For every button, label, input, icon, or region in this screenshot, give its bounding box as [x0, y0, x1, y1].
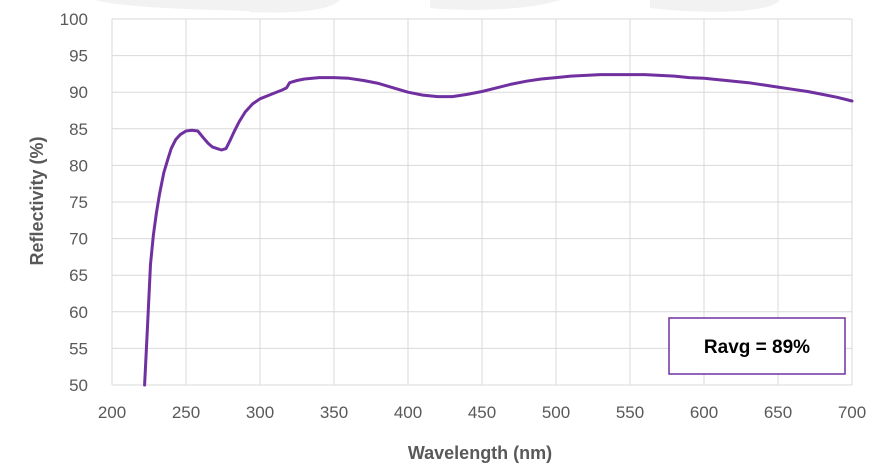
background-watermark	[95, 0, 780, 13]
x-axis-title: Wavelength (nm)	[408, 443, 552, 463]
y-tick-label: 60	[69, 303, 88, 322]
y-tick-label: 75	[69, 193, 88, 212]
annotation-box: Ravg = 89%	[668, 317, 846, 375]
x-tick-label: 300	[246, 403, 274, 422]
y-tick-label: 85	[69, 120, 88, 139]
x-tick-label: 350	[320, 403, 348, 422]
y-tick-labels: 50 55 60 65 70 75 80 85 90 95 100	[60, 10, 88, 395]
y-tick-label: 50	[69, 376, 88, 395]
annotation-text: Ravg = 89%	[704, 337, 810, 358]
y-tick-label: 70	[69, 230, 88, 249]
reflectivity-line	[143, 73, 854, 387]
y-axis-title: Reflectivity (%)	[27, 136, 47, 265]
y-tick-label: 65	[69, 266, 88, 285]
x-tick-label: 600	[690, 403, 718, 422]
x-tick-label: 450	[468, 403, 496, 422]
x-tick-label: 200	[98, 403, 126, 422]
x-tick-label: 250	[172, 403, 200, 422]
y-tick-label: 100	[60, 10, 88, 29]
gridlines	[111, 18, 853, 386]
y-tick-label: 55	[69, 339, 88, 358]
x-tick-label: 400	[394, 403, 422, 422]
x-tick-label: 550	[616, 403, 644, 422]
y-tick-label: 90	[69, 83, 88, 102]
y-tick-label: 95	[69, 47, 88, 66]
x-tick-label: 650	[764, 403, 792, 422]
x-tick-label: 700	[838, 403, 866, 422]
x-tick-label: 500	[542, 403, 570, 422]
y-tick-label: 80	[69, 156, 88, 175]
x-tick-labels: 200 250 300 350 400 450 500 550 600 650 700	[98, 403, 866, 422]
